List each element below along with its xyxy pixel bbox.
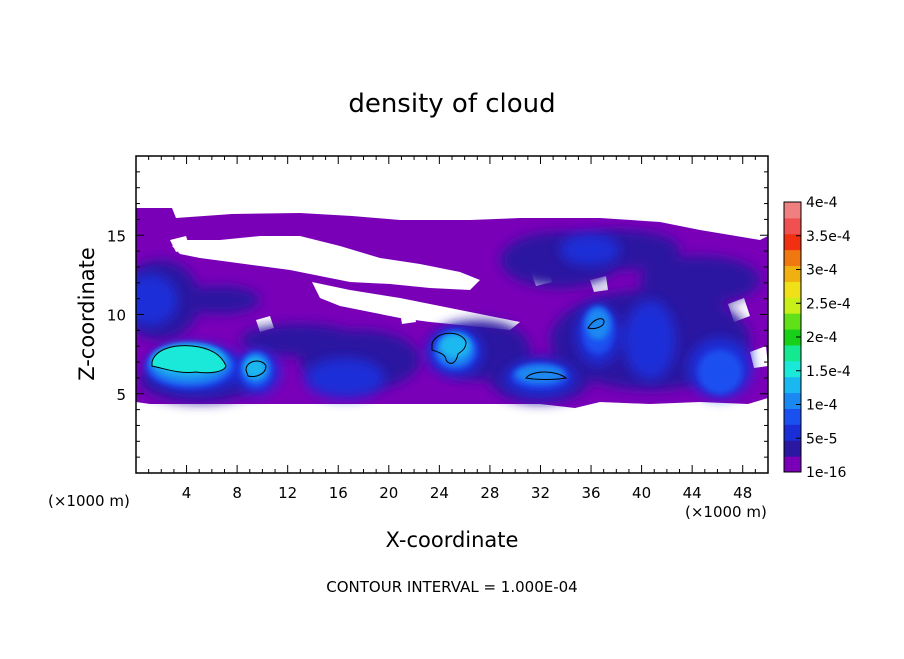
y-tick-label: 5 (116, 386, 126, 404)
colorbar-label: 3e-4 (806, 263, 838, 279)
colorbar-swatch (784, 456, 801, 473)
colorbar-swatch (784, 329, 801, 346)
chart-title: density of cloud (348, 89, 555, 119)
colorbar-label: 4e-4 (806, 195, 838, 211)
x-axis-title: X-coordinate (386, 528, 519, 552)
colorbar: 1e-16 5e-5 1e-4 1.5e-4 2e-4 2.5e-4 3e-4 3.5e-4 4… (783, 195, 851, 481)
colorbar-swatch (784, 424, 801, 441)
x-tick-label: 28 (480, 484, 499, 502)
x-tick-label: 44 (683, 484, 702, 502)
gap-small-5 (400, 310, 416, 324)
colorbar-swatch (784, 344, 801, 362)
x-tick-label: 24 (430, 484, 449, 502)
colorbar-swatch (784, 376, 801, 394)
colorbar-label: 1e-16 (806, 465, 846, 481)
contour-interval-note: CONTOUR INTERVAL = 1.000E-04 (326, 578, 577, 596)
colorbar-swatch (784, 281, 801, 298)
x-tick-label: 36 (581, 484, 600, 502)
x-tick-label: 16 (329, 484, 348, 502)
colorbar-label: 1e-4 (806, 398, 838, 414)
gap-small-6 (750, 346, 768, 368)
colorbar-swatch (784, 313, 801, 330)
colorbar-label: 3.5e-4 (806, 229, 851, 245)
colorbar-swatch (784, 202, 801, 219)
plot-area (136, 208, 768, 408)
y-tick-label: 15 (107, 227, 126, 245)
density-core-contour-2 (245, 360, 267, 377)
gap-middle (312, 282, 520, 330)
x-unit-label-left: (×1000 m) (48, 492, 130, 510)
x-tick-label: 12 (278, 484, 297, 502)
y-axis: 5 10 15 (107, 171, 768, 458)
y-tick-label: 10 (107, 307, 126, 325)
colorbar-label: 2.5e-4 (806, 296, 851, 312)
colorbar-label: 5e-5 (806, 431, 837, 447)
x-axis: 4 8 12 16 20 24 28 32 36 40 44 48 (148, 156, 756, 502)
colorbar-label: 1.5e-4 (806, 364, 851, 380)
colorbar-swatch (784, 249, 801, 267)
x-tick-label: 40 (632, 484, 651, 502)
x-tick-label: 20 (379, 484, 398, 502)
x-tick-label: 8 (232, 484, 242, 502)
density-core-contour-5 (587, 318, 605, 329)
colorbar-swatch (784, 392, 801, 409)
colorbar-swatch (784, 297, 801, 314)
colorbar-swatch (784, 360, 801, 378)
colorbar-swatch (784, 265, 801, 282)
colorbar-swatch (784, 408, 801, 425)
gap-small-1 (170, 236, 190, 252)
gap-top-left (172, 236, 480, 290)
x-tick-label: 4 (182, 484, 192, 502)
colorbar-swatch (784, 440, 801, 457)
x-tick-label: 32 (531, 484, 550, 502)
y-axis-title: Z-coordinate (75, 247, 99, 381)
density-core-contour-3 (431, 332, 467, 364)
x-unit-label-right: (×1000 m) (685, 503, 767, 521)
x-tick-label: 48 (733, 484, 752, 502)
colorbar-label: 2e-4 (806, 330, 838, 346)
density-core-aqua (151, 345, 227, 374)
density-core-contour-4 (525, 371, 568, 380)
colorbar-swatch (784, 217, 801, 235)
colorbar-swatch (784, 233, 801, 251)
